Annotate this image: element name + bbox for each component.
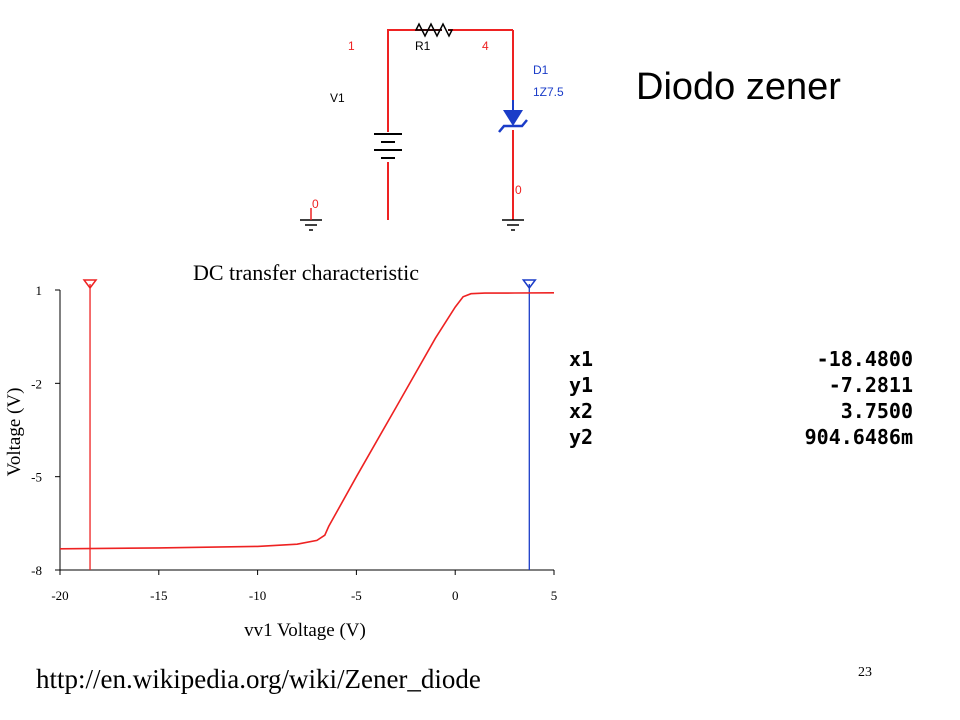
cursor-value: 904.6486m [804,425,913,449]
cursor-row-y1: y1 -7.2811 [569,372,913,398]
node-label-4: 4 [482,39,489,53]
cursor-name: x1 [569,347,594,371]
diode-label: D1 [533,63,549,77]
source-label: V1 [330,91,345,105]
y-tick-label: -2 [31,376,42,391]
ground-symbol-left [300,208,322,231]
resistor-label: R1 [415,39,431,53]
series-line-1 [59,292,555,550]
cursor-name: y1 [569,373,594,397]
x-tick-label: 0 [452,588,459,603]
x-tick-label: -10 [249,588,266,603]
circuit-schematic: R1 V1 D1 1Z7.5 1 4 0 0 [300,22,564,231]
circuit-wires [387,29,514,220]
y-tick-label: 1 [36,283,43,298]
cursor-value: -7.2811 [828,373,913,397]
y-axis-label: Voltage (V) [4,388,25,477]
dc-transfer-chart: DC transfer characteristic -20 -15 -10 -5 0 5… [4,260,557,641]
x-tick-label: 5 [551,588,558,603]
y-axis-ticks: 1 -2 -5 -8 [31,283,60,578]
cursor-readout: x1 -18.4800 y1 -7.2811 x2 3.7500 y2 904.6486m [569,346,913,450]
cursor-marker-1 [82,279,98,290]
cursor-row-y2: y2 904.6486m [569,424,913,450]
x-tick-label: -5 [351,588,362,603]
x-tick-label: -20 [51,588,68,603]
cursor-marker-2 [521,279,537,290]
cursor-value: -18.4800 [816,347,913,371]
ground-symbol-right [502,219,524,231]
zener-diode-symbol [498,100,528,133]
cursor-name: y2 [569,425,594,449]
x-axis-label: vv1 Voltage (V) [244,620,366,641]
cursor-value: 3.7500 [840,399,913,423]
slide-title: Diodo zener [636,66,841,108]
x-tick-label: -15 [150,588,167,603]
cursor-lines [82,279,537,570]
node-label-right-0: 0 [515,183,522,197]
page-number: 23 [858,665,872,680]
plot-area [59,290,554,571]
voltage-source-symbol [374,133,402,159]
wire-left [387,29,398,132]
node-label-left-0: 0 [312,197,319,211]
cursor-name: x2 [569,399,594,423]
y-tick-label: -8 [31,563,42,578]
series-group [59,292,555,550]
cursor-row-x1: x1 -18.4800 [569,346,913,372]
x-axis-ticks: -20 -15 -10 -5 0 5 [51,570,557,603]
source-url[interactable]: http://en.wikipedia.org/wiki/Zener_diode [36,664,481,694]
node-label-1: 1 [348,39,355,53]
y-tick-label: -5 [31,470,42,485]
chart-title: DC transfer characteristic [193,260,419,285]
diode-model-label: 1Z7.5 [533,85,564,99]
resistor-symbol [414,22,454,38]
cursor-row-x2: x2 3.7500 [569,398,913,424]
